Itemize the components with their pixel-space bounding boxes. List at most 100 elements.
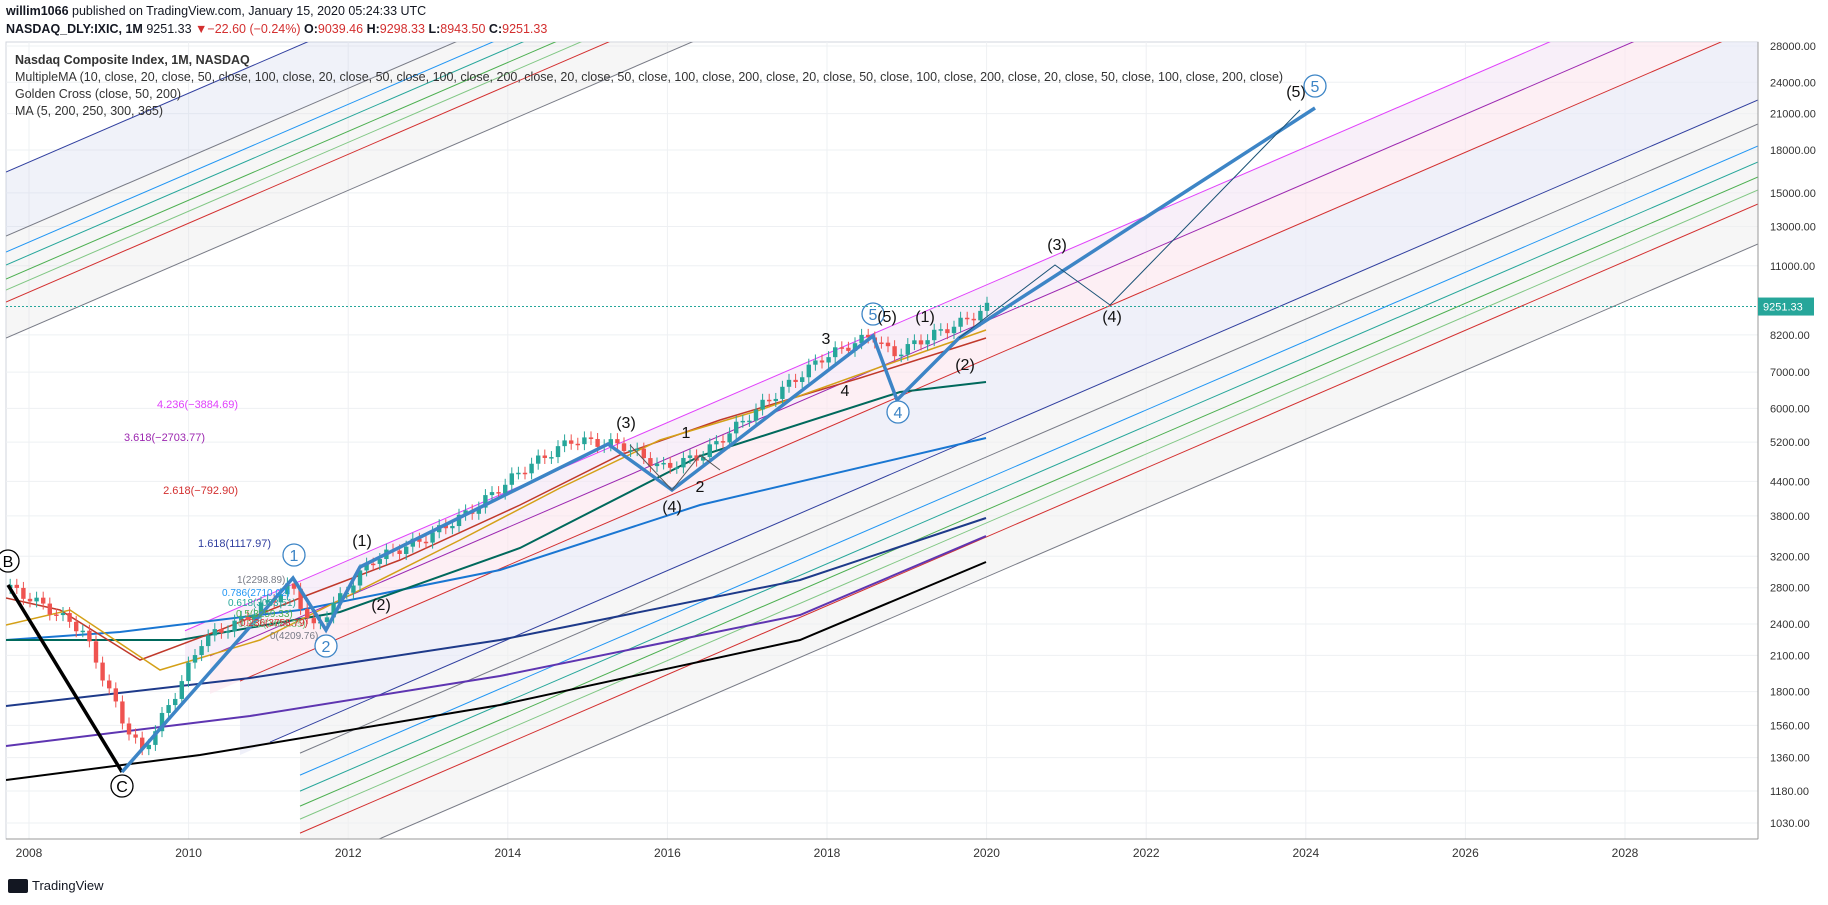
wave-label: (2): [371, 597, 391, 614]
wave-label: (4): [662, 499, 682, 516]
channel-line: [6, 42, 494, 253]
wave-label: 4: [841, 383, 850, 400]
ma-365-line: [6, 561, 987, 781]
legend-study-golden-cross[interactable]: Golden Cross (close, 50, 200): [15, 87, 182, 101]
y-tick-label: 1800.00: [1770, 687, 1810, 699]
candle-body: [311, 618, 316, 624]
candle-body: [166, 705, 171, 713]
x-tick-label: 2022: [1133, 846, 1160, 860]
ma-250-line: [6, 517, 987, 707]
candle-body: [767, 399, 772, 402]
high-label: H:: [366, 22, 380, 36]
channel-line: [6, 42, 694, 339]
wave-label: (5): [877, 309, 897, 326]
fib-retracement-label: 1(2298.89): [237, 575, 285, 586]
candle-body: [80, 630, 85, 633]
candle-body: [351, 585, 356, 593]
candle-body: [588, 437, 594, 440]
candle-body: [371, 563, 376, 566]
x-tick-label: 2026: [1452, 846, 1479, 860]
candle-body: [153, 731, 158, 745]
candle-body: [582, 437, 587, 445]
candle-body: [357, 570, 363, 586]
candle-body: [707, 444, 712, 458]
x-tick-label: 2020: [973, 846, 1000, 860]
candle-body: [793, 379, 798, 382]
candle-body: [509, 473, 514, 485]
candle-body: [74, 621, 79, 632]
candle-body: [595, 439, 600, 447]
wave-label-circle: [861, 302, 885, 326]
fib-retracement-label: 0.5(3259.33): [236, 609, 293, 620]
candle-body: [47, 603, 52, 615]
candle-body: [516, 472, 521, 475]
open-label: O:: [304, 22, 318, 36]
candle-body: [813, 360, 818, 365]
candle-body: [496, 492, 501, 494]
candle-body: [14, 584, 19, 588]
channel-line: [299, 161, 1758, 792]
candle-body: [331, 602, 336, 618]
candle-body: [67, 613, 72, 622]
candle-body: [747, 420, 752, 423]
candle-body: [34, 597, 39, 602]
candle-body: [773, 398, 778, 402]
interval: 1M: [125, 22, 143, 36]
x-tick-label: 2024: [1292, 846, 1319, 860]
wave-projection-line: [958, 109, 1301, 339]
candle-body: [450, 526, 455, 529]
y-tick-label: 1360.00: [1770, 753, 1810, 765]
x-tick-label: 2014: [494, 846, 521, 860]
candle-body: [212, 629, 217, 636]
price-change: −22.60 (−0.24%): [207, 22, 301, 36]
footer-brand[interactable]: TradingView: [8, 878, 104, 893]
legend-study-ma[interactable]: MA (5, 200, 250, 300, 365): [15, 104, 164, 118]
y-tick-label: 28000.00: [1770, 41, 1816, 53]
channel-line: [6, 42, 525, 266]
candle-body: [305, 608, 310, 619]
candle-body: [958, 317, 963, 327]
channel-line: [299, 145, 1758, 776]
wave-label: B: [3, 554, 14, 571]
fib-extension-label: 2.618(−792.90): [163, 485, 238, 497]
author-name[interactable]: willim1066: [6, 4, 69, 18]
candle-body: [476, 507, 481, 514]
candle-body: [575, 443, 580, 446]
wave-label: (4): [1102, 309, 1122, 326]
legend-title[interactable]: Nasdaq Composite Index, 1M, NASDAQ: [15, 53, 250, 67]
y-tick-label: 4400.00: [1770, 476, 1810, 488]
candle-body: [753, 409, 759, 421]
candle-body: [522, 472, 528, 475]
candle-body: [186, 662, 191, 682]
candle-body: [549, 457, 554, 459]
legend-study-multiplema[interactable]: MultipleMA (10, close, 20, close, 50, cl…: [15, 70, 1284, 84]
last-price-tag-label: 9251.33: [1763, 302, 1803, 314]
x-tick-label: 2028: [1612, 846, 1639, 860]
candle-body: [839, 347, 844, 349]
candle-body: [133, 734, 138, 738]
y-tick-label: 11000.00: [1770, 261, 1815, 273]
candle-body: [615, 439, 620, 444]
y-tick-label: 24000.00: [1770, 77, 1816, 89]
wave-label: C: [116, 779, 128, 796]
study-legend: Nasdaq Composite Index, 1M, NASDAQ Multi…: [15, 52, 1283, 120]
symbol-name[interactable]: NASDAQ_DLY:IXIC: [6, 22, 119, 36]
channel-line: [6, 42, 309, 173]
candle-body: [912, 340, 917, 345]
y-tick-label: 21000.00: [1770, 109, 1816, 121]
candle-body: [938, 329, 943, 331]
candle-body: [107, 680, 112, 689]
y-tick-label: 7000.00: [1770, 367, 1810, 379]
wave-label: (1): [352, 533, 372, 550]
wave-label: 2: [696, 479, 705, 496]
fib-extension-label: 3.618(−2703.77): [124, 432, 205, 444]
candle-body: [892, 346, 897, 357]
ma-100-line: [6, 381, 987, 641]
x-tick-label: 2008: [16, 846, 43, 860]
candle-body: [324, 617, 330, 622]
high-value: 9298.33: [379, 22, 425, 36]
candle-body: [720, 441, 726, 443]
fib-retracement-label: 0.236(3758.79): [240, 618, 308, 629]
candle-body: [245, 616, 250, 620]
